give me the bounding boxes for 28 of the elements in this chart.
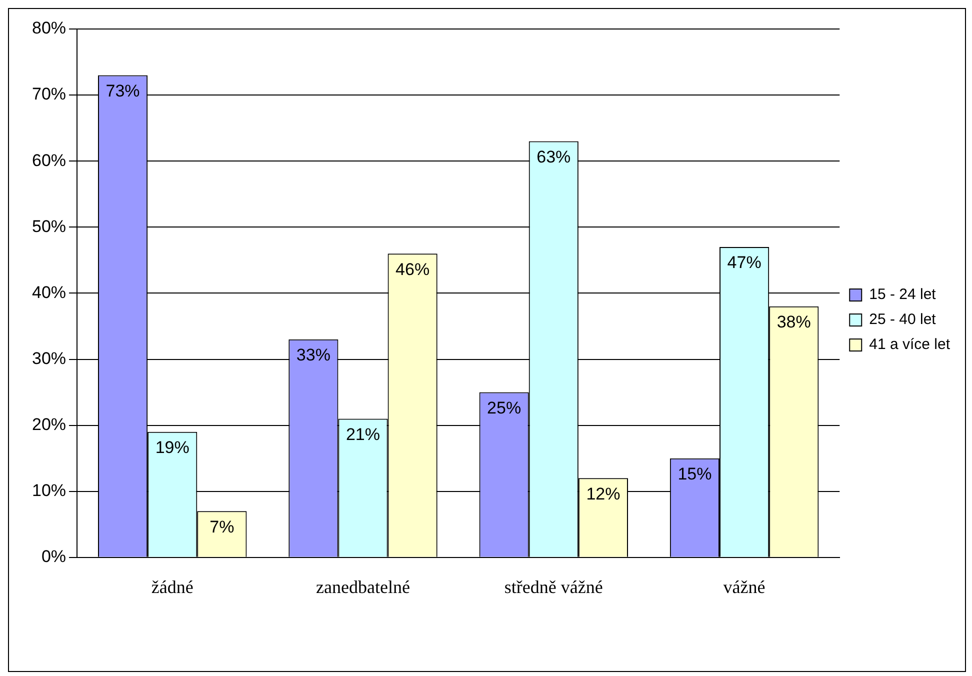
y-tick-label: 70% [32, 84, 66, 104]
x-tick-label: vážné [723, 576, 766, 597]
y-tick-label: 20% [32, 414, 66, 434]
y-tick-label: 60% [32, 150, 66, 170]
data-label: 7% [210, 517, 234, 536]
y-tick-label: 40% [32, 282, 66, 302]
legend-label: 25 - 40 let [869, 311, 937, 328]
data-label: 21% [346, 424, 380, 444]
data-label: 15% [678, 464, 712, 484]
legend-label: 41 a více let [869, 336, 951, 354]
data-label: 19% [155, 438, 190, 458]
data-label: 47% [727, 253, 762, 272]
y-tick-label: 80% [32, 18, 66, 38]
y-tick-label: 50% [32, 216, 66, 236]
x-tick-label: středně vážné [504, 576, 603, 597]
y-tick-label: 10% [32, 481, 66, 500]
y-tick-label: 30% [32, 348, 66, 368]
x-tick-label: zanedbatelné [316, 576, 410, 597]
data-label: 63% [536, 147, 571, 166]
y-tick-label: 0% [41, 547, 66, 566]
data-label: 46% [396, 260, 430, 279]
x-tick-label: žádné [151, 576, 194, 597]
data-label: 25% [487, 398, 522, 418]
data-label: 38% [776, 312, 811, 332]
data-label: 33% [296, 346, 330, 365]
legend-label: 15 - 24 let [869, 286, 937, 304]
data-label: 12% [586, 484, 620, 504]
data-label: 73% [106, 81, 140, 100]
